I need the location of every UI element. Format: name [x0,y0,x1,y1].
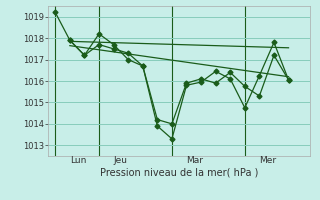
X-axis label: Pression niveau de la mer( hPa ): Pression niveau de la mer( hPa ) [100,167,258,177]
Text: Mer: Mer [260,156,276,165]
Text: Lun: Lun [70,156,86,165]
Text: Mar: Mar [187,156,204,165]
Text: Jeu: Jeu [114,156,128,165]
